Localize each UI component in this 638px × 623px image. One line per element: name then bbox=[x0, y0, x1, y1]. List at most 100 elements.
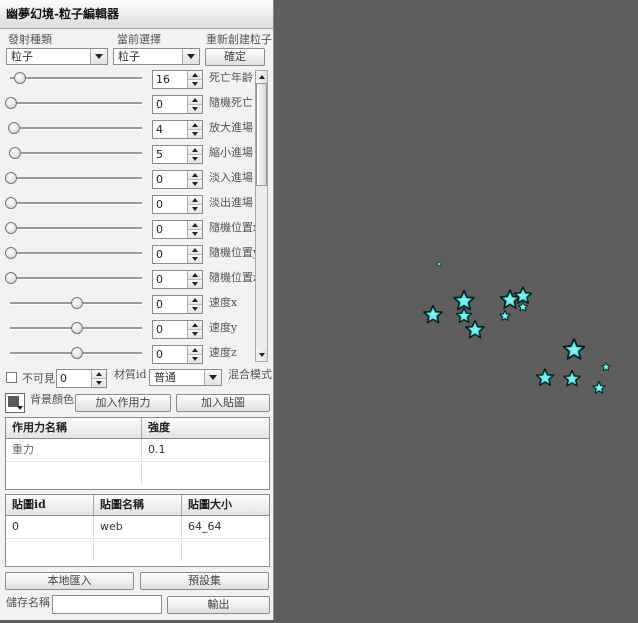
increment-icon[interactable] bbox=[188, 96, 202, 105]
decrement-icon[interactable] bbox=[188, 105, 202, 113]
local-import-button[interactable]: 本地匯入 bbox=[5, 572, 134, 590]
slider-knob[interactable] bbox=[5, 272, 17, 284]
param-slider[interactable] bbox=[5, 247, 142, 259]
decrement-icon[interactable] bbox=[188, 205, 202, 213]
increment-icon[interactable] bbox=[188, 221, 202, 230]
blend-mode-select[interactable]: 普通 bbox=[149, 369, 222, 386]
add-texture-button[interactable]: 加入貼圖 bbox=[176, 394, 270, 412]
export-button[interactable]: 輸出 bbox=[167, 596, 270, 614]
param-slider[interactable] bbox=[8, 147, 142, 159]
increment-icon[interactable] bbox=[188, 121, 202, 130]
param-stepper[interactable]: 4 bbox=[152, 120, 203, 139]
param-slider[interactable] bbox=[5, 222, 142, 234]
param-stepper[interactable]: 0 bbox=[152, 170, 203, 189]
slider-knob[interactable] bbox=[5, 222, 17, 234]
slider-track[interactable] bbox=[10, 277, 142, 280]
slider-knob[interactable] bbox=[71, 347, 83, 359]
slider-track[interactable] bbox=[10, 202, 142, 205]
invisible-checkbox[interactable] bbox=[6, 372, 17, 383]
background-color-picker[interactable] bbox=[5, 393, 25, 413]
param-slider[interactable] bbox=[5, 97, 142, 109]
scroll-up-icon[interactable] bbox=[256, 71, 267, 83]
confirm-button[interactable]: 確定 bbox=[205, 48, 265, 66]
increment-icon[interactable] bbox=[188, 321, 202, 330]
column-header[interactable]: 作用力名稱 bbox=[6, 418, 142, 438]
scroll-thumb[interactable] bbox=[256, 83, 267, 186]
param-slider[interactable] bbox=[10, 322, 142, 334]
increment-icon[interactable] bbox=[188, 296, 202, 305]
param-stepper[interactable]: 0 bbox=[152, 95, 203, 114]
param-slider[interactable] bbox=[5, 197, 142, 209]
table-row[interactable] bbox=[6, 462, 269, 484]
add-force-button[interactable]: 加入作用力 bbox=[75, 394, 171, 412]
slider-track[interactable] bbox=[10, 177, 142, 180]
param-stepper[interactable]: 0 bbox=[152, 270, 203, 289]
param-stepper[interactable]: 0 bbox=[152, 245, 203, 264]
table-row[interactable]: 重力 0.1 bbox=[6, 439, 269, 462]
chevron-down-icon[interactable] bbox=[90, 49, 107, 64]
slider-knob[interactable] bbox=[8, 147, 21, 159]
slider-track[interactable] bbox=[10, 127, 142, 130]
increment-icon[interactable] bbox=[92, 370, 106, 379]
param-slider[interactable] bbox=[5, 272, 142, 284]
slider-knob[interactable] bbox=[5, 172, 17, 184]
decrement-icon[interactable] bbox=[188, 180, 202, 188]
param-stepper[interactable]: 0 bbox=[152, 220, 203, 239]
param-slider[interactable] bbox=[7, 122, 142, 134]
decrement-icon[interactable] bbox=[188, 230, 202, 238]
decrement-icon[interactable] bbox=[92, 379, 106, 387]
slider-knob[interactable] bbox=[71, 297, 83, 309]
current-selection-select[interactable]: 粒子 bbox=[113, 48, 200, 65]
table-row[interactable]: 0 web 64_64 bbox=[6, 516, 269, 539]
decrement-icon[interactable] bbox=[188, 80, 202, 88]
slider-track[interactable] bbox=[10, 227, 142, 230]
slider-track[interactable] bbox=[10, 102, 142, 105]
param-stepper[interactable]: 0 bbox=[152, 195, 203, 214]
slider-track[interactable] bbox=[10, 252, 142, 255]
param-stepper[interactable]: 0 bbox=[152, 345, 203, 364]
slider-knob[interactable] bbox=[5, 247, 17, 259]
decrement-icon[interactable] bbox=[188, 355, 202, 363]
column-header[interactable]: 貼圖大小 bbox=[188, 498, 232, 511]
presets-button[interactable]: 預設集 bbox=[140, 572, 269, 590]
param-stepper[interactable]: 0 bbox=[152, 320, 203, 339]
param-slider[interactable] bbox=[10, 297, 142, 309]
slider-knob[interactable] bbox=[5, 197, 17, 209]
increment-icon[interactable] bbox=[188, 346, 202, 355]
decrement-icon[interactable] bbox=[188, 255, 202, 263]
slider-knob[interactable] bbox=[14, 72, 27, 84]
param-stepper[interactable]: 0 bbox=[152, 295, 203, 314]
chevron-down-icon[interactable] bbox=[204, 370, 221, 385]
decrement-icon[interactable] bbox=[188, 330, 202, 338]
invisible-stepper[interactable]: 0 bbox=[56, 369, 107, 388]
table-row[interactable] bbox=[6, 539, 269, 561]
increment-icon[interactable] bbox=[188, 271, 202, 280]
param-slider[interactable] bbox=[5, 172, 142, 184]
param-slider[interactable] bbox=[10, 347, 142, 359]
scroll-down-icon[interactable] bbox=[256, 349, 267, 361]
decrement-icon[interactable] bbox=[188, 280, 202, 288]
emitter-type-select[interactable]: 粒子 bbox=[6, 48, 108, 65]
increment-icon[interactable] bbox=[188, 146, 202, 155]
decrement-icon[interactable] bbox=[188, 130, 202, 138]
increment-icon[interactable] bbox=[188, 196, 202, 205]
column-header[interactable]: 強度 bbox=[148, 421, 170, 434]
slider-track[interactable] bbox=[10, 152, 142, 155]
decrement-icon[interactable] bbox=[188, 305, 202, 313]
parameter-scrollbar[interactable] bbox=[255, 70, 268, 362]
column-header[interactable]: 貼圖id bbox=[6, 495, 94, 515]
slider-knob[interactable] bbox=[7, 122, 20, 134]
param-stepper[interactable]: 5 bbox=[152, 145, 203, 164]
increment-icon[interactable] bbox=[188, 246, 202, 255]
slider-track[interactable] bbox=[10, 77, 142, 80]
param-slider[interactable] bbox=[10, 72, 142, 84]
chevron-down-icon[interactable] bbox=[182, 49, 199, 64]
particle-viewport[interactable] bbox=[275, 0, 638, 620]
increment-icon[interactable] bbox=[188, 171, 202, 180]
increment-icon[interactable] bbox=[188, 71, 202, 80]
save-name-input[interactable] bbox=[52, 595, 162, 614]
decrement-icon[interactable] bbox=[188, 155, 202, 163]
slider-knob[interactable] bbox=[5, 97, 17, 109]
param-stepper[interactable]: 16 bbox=[152, 70, 203, 89]
slider-knob[interactable] bbox=[71, 322, 83, 334]
